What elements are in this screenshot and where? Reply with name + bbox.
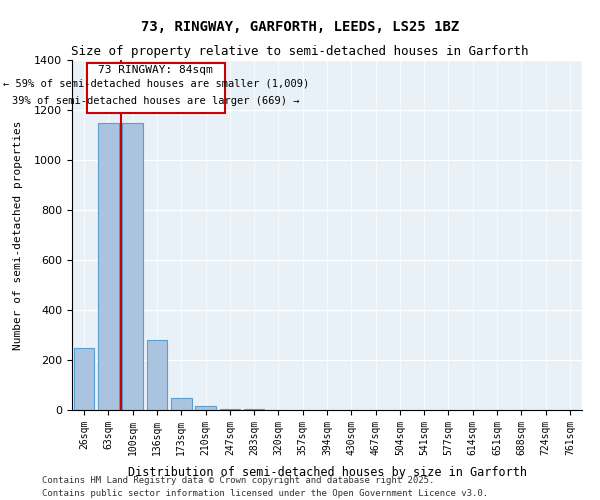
- Text: Size of property relative to semi-detached houses in Garforth: Size of property relative to semi-detach…: [71, 45, 529, 58]
- Bar: [74, 348, 94, 410]
- Bar: [122, 122, 143, 410]
- Bar: [220, 409, 240, 410]
- X-axis label: Distribution of semi-detached houses by size in Garforth: Distribution of semi-detached houses by …: [128, 466, 527, 479]
- FancyBboxPatch shape: [86, 62, 225, 112]
- Text: 39% of semi-detached houses are larger (669) →: 39% of semi-detached houses are larger (…: [12, 96, 299, 106]
- Y-axis label: Number of semi-detached properties: Number of semi-detached properties: [13, 120, 23, 350]
- Text: 73 RINGWAY: 84sqm: 73 RINGWAY: 84sqm: [98, 65, 213, 75]
- Bar: [146, 340, 167, 410]
- Text: Contains HM Land Registry data © Crown copyright and database right 2025.: Contains HM Land Registry data © Crown c…: [42, 476, 434, 485]
- Bar: [195, 406, 216, 410]
- Bar: [98, 122, 119, 410]
- Bar: [244, 409, 265, 410]
- Text: Contains public sector information licensed under the Open Government Licence v3: Contains public sector information licen…: [42, 488, 488, 498]
- Text: 73, RINGWAY, GARFORTH, LEEDS, LS25 1BZ: 73, RINGWAY, GARFORTH, LEEDS, LS25 1BZ: [141, 20, 459, 34]
- Bar: [171, 398, 191, 410]
- Text: ← 59% of semi-detached houses are smaller (1,009): ← 59% of semi-detached houses are smalle…: [2, 79, 309, 89]
